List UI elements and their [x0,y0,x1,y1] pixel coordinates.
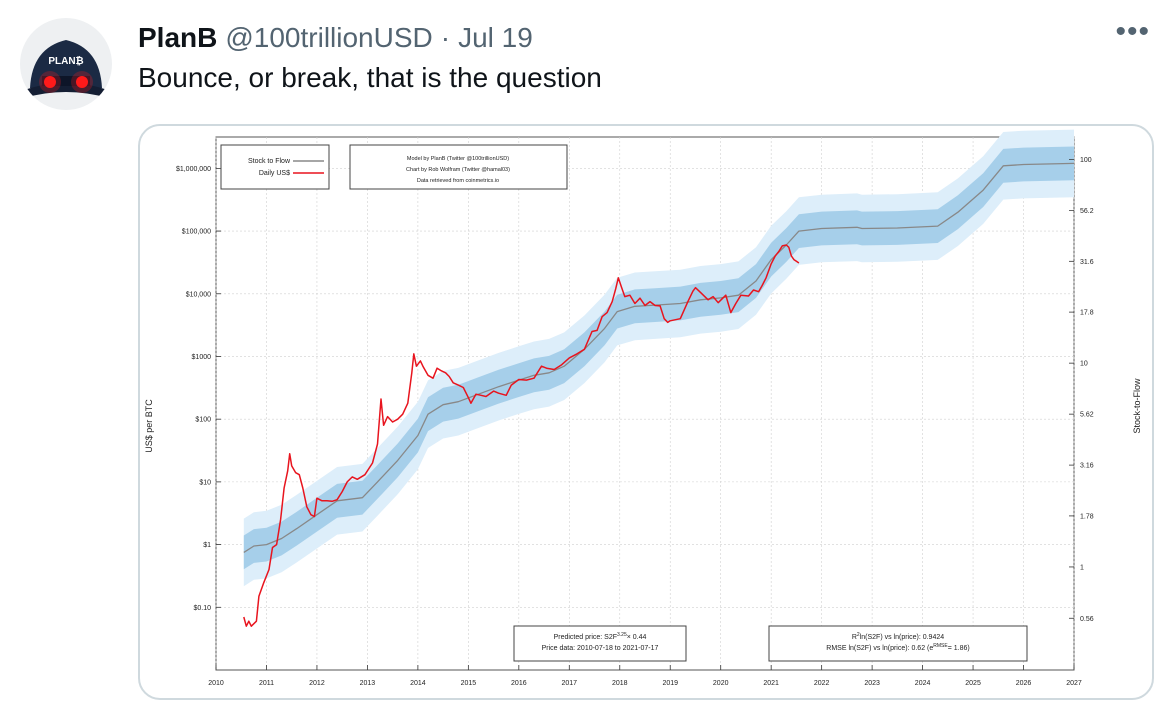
cap-avatar-icon: PLAN₿ [24,40,108,98]
y-tick-label: $10,000 [186,291,211,298]
legend-label-price: Daily US$ [259,170,290,177]
x-tick-label: 2016 [511,680,527,687]
y-tick-label: $100 [195,417,211,424]
y-tick-label: $1,000,000 [176,166,211,173]
x-tick-label: 2017 [562,680,578,687]
info-box: Model by PlanB (Twitter @100trillionUSD)… [349,144,568,190]
series-line-stock-to-flow [243,162,1075,553]
x-tick-label: 2026 [1016,680,1032,687]
x-tick-label: 2011 [259,680,274,687]
y2-tick-label: 100 [1080,157,1092,164]
stats-line-1: R2ln(S2F) vs ln(price): 0.9424 [852,632,944,641]
tweet-text: Bounce, or break, that is the question [138,62,602,93]
series-line-daily-price [243,244,800,627]
stock-to-flow-chart: 2010 2011 2012 2013 2014 2015 2016 2017 2018 2019… [144,129,1142,687]
x-tick-label: 2013 [360,680,376,687]
x-tick-label: 2010 [208,680,224,687]
y-tick-label: $100,000 [182,229,211,236]
y2-tick-label: 10 [1080,361,1088,368]
stats-line-2: RMSE ln(S2F) vs ln(price): 0.62 (eRMSE= … [826,643,969,652]
y2-tick-label: 0.56 [1080,616,1094,623]
info-line-2: Chart by Rob Wolfram (Twitter @hamal03) [406,167,510,173]
x-tick-label: 2015 [461,680,477,687]
author-name[interactable]: PlanB [138,22,218,53]
x-tick-label: 2024 [915,680,931,687]
tweet-header: PlanB @100trillionUSD · Jul 19 [138,20,533,56]
author-handle[interactable]: @100trillionUSD [225,22,433,53]
x-tick-label: 2027 [1066,680,1082,687]
more-horizontal-icon[interactable]: ••• [1115,15,1150,48]
y2-axis-label: Stock-to-Flow [1132,378,1142,434]
x-tick-label: 2020 [713,680,729,687]
formula-line-2: Price data: 2010-07-18 to 2021-07-17 [542,645,659,652]
x-tick-label: 2025 [965,680,981,687]
y2-tick-label: 1.78 [1080,513,1094,520]
y2-tick-label: 5.62 [1080,412,1094,419]
formula-line-1: Predicted price: S2F3.25× 0.44 [554,632,647,641]
sigma1-band [243,146,1075,570]
x-tick-label: 2023 [864,680,880,687]
legend: Stock to Flow Daily US$ [220,144,330,190]
avatar-label: PLAN₿ [48,55,83,67]
x-tick-label: 2021 [763,680,779,687]
y-tick-label: $1 [203,542,211,549]
y2-tick-label: 31.6 [1080,259,1094,266]
avatar[interactable]: PLAN₿ [20,18,112,110]
x-tick-label: 2018 [612,680,628,687]
separator-dot: · [440,22,451,53]
legend-label-s2f: Stock to Flow [248,158,291,165]
y-axis-label: US$ per BTC [144,399,154,453]
y-tick-label: $0.10 [193,605,211,612]
info-line-3: Data retrieved from coinmetrics.io [417,178,499,184]
x-tick-label: 2014 [410,680,426,687]
y2-tick-label: 17.8 [1080,310,1094,317]
info-line-1: Model by PlanB (Twitter @100trillionUSD) [407,156,509,162]
x-tick-label: 2022 [814,680,830,687]
formula-box: Predicted price: S2F3.25× 0.44 Price dat… [513,625,687,662]
tweet-date[interactable]: Jul 19 [458,22,533,53]
y-tick-label: $1000 [192,354,212,361]
x-tick-label: 2019 [662,680,678,687]
y-tick-label: $10 [199,479,211,486]
y2-tick-label: 56.2 [1080,208,1094,215]
tweet-media[interactable]: 2010 2011 2012 2013 2014 2015 2016 2017 2018 2019… [138,124,1154,700]
y2-tick-label: 1 [1080,564,1084,571]
y2-tick-label: 3.16 [1080,463,1094,470]
stats-box: R2ln(S2F) vs ln(price): 0.9424 RMSE ln(S… [768,625,1028,662]
x-tick-label: 2012 [309,680,325,687]
